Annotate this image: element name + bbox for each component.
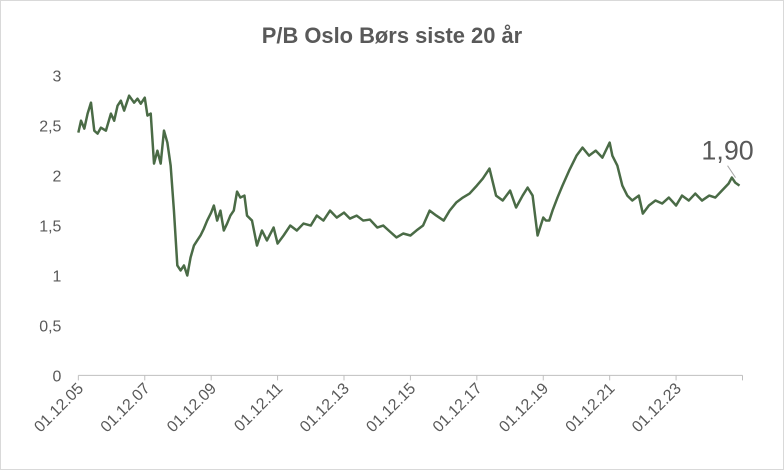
x-tick-label: 01.12.05 <box>31 380 87 436</box>
annotation-leader <box>727 165 736 178</box>
x-axis-tick-labels: 01.12.05 01.12.07 01.12.09 01.12.11 01.12.13… <box>31 380 685 436</box>
y-axis-tick-labels: 0 0,5 1 1,5 2 2,5 3 <box>39 69 61 386</box>
y-tick-label: 0,5 <box>39 318 61 335</box>
y-tick-label: 2,5 <box>39 119 61 136</box>
series-line-pb <box>77 94 741 277</box>
y-tick-label: 0 <box>53 368 62 385</box>
x-tick-label: 01.12.19 <box>496 380 552 436</box>
chart-title: P/B Oslo Børs siste 20 år <box>262 23 523 48</box>
x-tick-label: 01.12.17 <box>430 380 486 436</box>
x-tick-label: 01.12.07 <box>98 380 154 436</box>
y-tick-label: 1,5 <box>39 219 61 236</box>
annotation-last-value: 1,90 <box>701 136 753 166</box>
x-tick-label: 01.12.15 <box>363 380 419 436</box>
x-tick-label: 01.12.21 <box>563 380 619 436</box>
y-tick-label: 2 <box>53 169 62 186</box>
x-tick-label: 01.12.23 <box>629 380 685 436</box>
x-axis <box>77 374 744 381</box>
x-tick-label: 01.12.11 <box>231 380 286 435</box>
y-tick-label: 1 <box>53 268 62 285</box>
x-tick-label: 01.12.09 <box>164 380 220 436</box>
y-tick-label: 3 <box>53 69 62 86</box>
x-tick-label: 01.12.13 <box>297 380 353 436</box>
